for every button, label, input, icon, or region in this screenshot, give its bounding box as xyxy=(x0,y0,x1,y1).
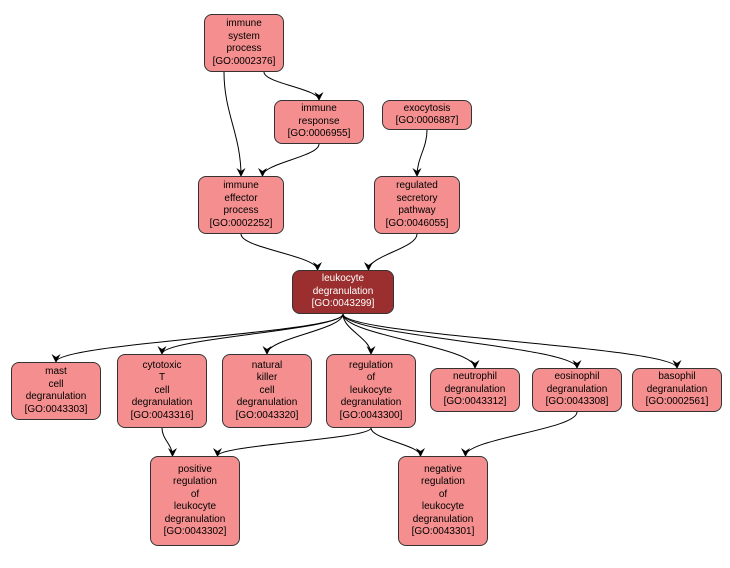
node-label: regulation xyxy=(173,476,217,489)
node-eosinophil-degranulation[interactable]: eosinophildegranulation[GO:0043308] xyxy=(532,368,622,412)
node-label: cytotoxic xyxy=(143,360,182,373)
edge-regulation-of-leukocyte-degranulation-to-negative-regulation-of-leukocyte-degranulation xyxy=(371,428,421,456)
edge-immune-system-process-to-immune-response xyxy=(264,72,319,100)
node-immune-system-process[interactable]: immunesystemprocess[GO:0002376] xyxy=(204,14,284,72)
node-label: response xyxy=(298,116,339,129)
node-goid: [GO:0043300] xyxy=(340,410,403,423)
node-label: eosinophil xyxy=(554,371,599,384)
node-label: positive xyxy=(178,464,212,477)
node-goid: [GO:0006887] xyxy=(396,115,459,128)
node-label: cell xyxy=(154,385,169,398)
node-neutrophil-degranulation[interactable]: neutrophildegranulation[GO:0043312] xyxy=(430,368,520,412)
node-label: basophil xyxy=(658,371,695,384)
edge-leukocyte-degranulation-to-regulation-of-leukocyte-degranulation xyxy=(343,314,371,354)
node-label: degranulation xyxy=(341,397,402,410)
node-label: degranulation xyxy=(132,397,193,410)
node-goid: [GO:0002376] xyxy=(213,56,276,69)
edge-immune-system-process-to-immune-effector-process xyxy=(224,72,241,176)
node-goid: [GO:0043302] xyxy=(164,526,227,539)
node-label: regulation xyxy=(349,360,393,373)
node-label: leukocyte xyxy=(350,385,392,398)
node-label: system xyxy=(228,31,260,44)
edge-regulation-of-leukocyte-degranulation-to-positive-regulation-of-leukocyte-degranulation xyxy=(218,428,372,456)
node-label: leukocyte xyxy=(322,273,364,286)
node-label: of xyxy=(367,372,375,385)
node-goid: [GO:0006955] xyxy=(288,128,351,141)
node-label: T xyxy=(159,372,165,385)
node-label: degranulation xyxy=(547,384,608,397)
node-label: of xyxy=(191,489,199,502)
node-label: regulation xyxy=(421,476,465,489)
node-immune-effector-process[interactable]: immuneeffectorprocess[GO:0002252] xyxy=(198,176,284,234)
node-label: degranulation xyxy=(445,384,506,397)
node-goid: [GO:0043303] xyxy=(25,404,88,417)
node-mast-cell-degranulation[interactable]: mastcelldegranulation[GO:0043303] xyxy=(11,362,101,420)
node-label: of xyxy=(439,489,447,502)
node-goid: [GO:0046055] xyxy=(386,218,449,231)
node-label: mast xyxy=(45,366,67,379)
node-goid: [GO:0043308] xyxy=(546,396,609,409)
edge-leukocyte-degranulation-to-cytotoxic-t-cell-degranulation xyxy=(162,314,343,354)
edge-exocytosis-to-regulated-secretory-pathway xyxy=(417,130,427,176)
node-regulation-of-leukocyte-degranulation[interactable]: regulationofleukocytedegranulation[GO:00… xyxy=(326,354,416,428)
node-label: degranulation xyxy=(237,397,298,410)
node-natural-killer-cell-degranulation[interactable]: naturalkillercelldegranulation[GO:004332… xyxy=(222,354,312,428)
node-label: degranulation xyxy=(647,384,708,397)
node-label: degranulation xyxy=(413,514,474,527)
node-label: immune xyxy=(301,103,337,116)
node-goid: [GO:0002561] xyxy=(646,396,709,409)
node-label: process xyxy=(223,205,258,218)
node-positive-regulation-of-leukocyte-degranulation[interactable]: positiveregulationofleukocytedegranulati… xyxy=(150,456,240,546)
node-label: immune xyxy=(226,18,262,31)
edge-immune-response-to-immune-effector-process xyxy=(263,144,320,176)
node-label: leukocyte xyxy=(422,501,464,514)
node-label: degranulation xyxy=(165,514,226,527)
node-cytotoxic-t-cell-degranulation[interactable]: cytotoxicTcelldegranulation[GO:0043316] xyxy=(117,354,207,428)
node-label: negative xyxy=(424,464,462,477)
edge-regulated-secretory-pathway-to-leukocyte-degranulation xyxy=(369,234,418,270)
edge-leukocyte-degranulation-to-natural-killer-cell-degranulation xyxy=(267,314,343,354)
node-goid: [GO:0002252] xyxy=(210,218,273,231)
node-label: leukocyte xyxy=(174,501,216,514)
node-goid: [GO:0043316] xyxy=(131,410,194,423)
node-basophil-degranulation[interactable]: basophildegranulation[GO:0002561] xyxy=(632,368,722,412)
node-regulated-secretory-pathway[interactable]: regulatedsecretorypathway[GO:0046055] xyxy=(374,176,460,234)
node-label: process xyxy=(226,43,261,56)
edge-cytotoxic-t-cell-degranulation-to-positive-regulation-of-leukocyte-degranulation xyxy=(162,428,173,456)
node-label: regulated xyxy=(396,180,438,193)
edge-eosinophil-degranulation-to-negative-regulation-of-leukocyte-degranulation xyxy=(466,412,578,456)
node-label: immune xyxy=(223,180,259,193)
node-exocytosis[interactable]: exocytosis[GO:0006887] xyxy=(382,100,472,130)
node-goid: [GO:0043301] xyxy=(412,526,475,539)
node-goid: [GO:0043299] xyxy=(312,298,375,311)
edge-immune-effector-process-to-leukocyte-degranulation xyxy=(241,234,318,270)
node-immune-response[interactable]: immuneresponse[GO:0006955] xyxy=(274,100,364,144)
node-label: degranulation xyxy=(26,391,87,404)
node-negative-regulation-of-leukocyte-degranulation[interactable]: negativeregulationofleukocytedegranulati… xyxy=(398,456,488,546)
node-label: effector xyxy=(224,193,257,206)
node-label: cell xyxy=(48,379,63,392)
node-label: killer xyxy=(257,372,278,385)
node-goid: [GO:0043320] xyxy=(236,410,299,423)
node-label: secretory xyxy=(396,193,437,206)
node-leukocyte-degranulation[interactable]: leukocytedegranulation[GO:0043299] xyxy=(292,270,394,314)
node-goid: [GO:0043312] xyxy=(444,396,507,409)
node-label: cell xyxy=(259,385,274,398)
node-label: pathway xyxy=(398,205,435,218)
node-label: exocytosis xyxy=(404,103,451,116)
node-label: natural xyxy=(252,360,283,373)
node-label: degranulation xyxy=(313,286,374,299)
node-label: neutrophil xyxy=(453,371,497,384)
